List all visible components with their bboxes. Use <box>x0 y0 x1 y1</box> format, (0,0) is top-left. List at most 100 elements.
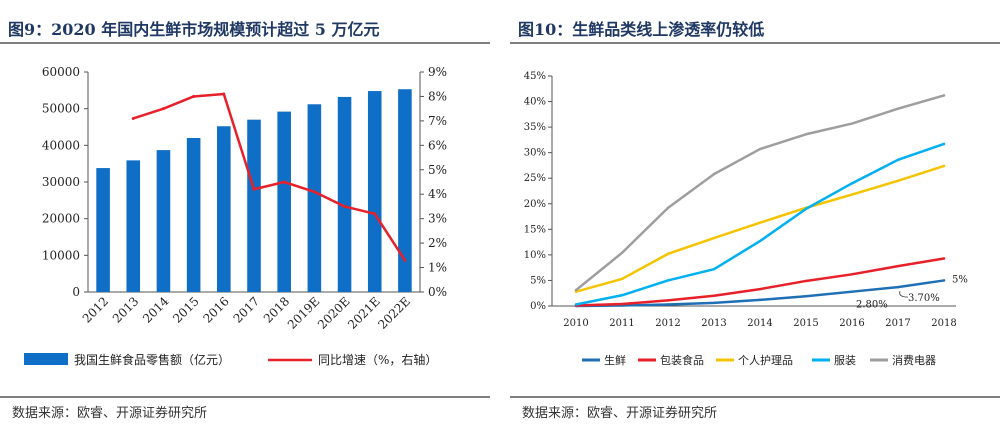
left-axis-tick-label: 60000 <box>42 65 80 79</box>
series-line <box>574 257 946 307</box>
series-point <box>712 268 716 271</box>
annotation-label: 2.80% <box>856 300 888 311</box>
growth-rate-point <box>343 204 347 208</box>
growth-rate-point <box>131 116 135 120</box>
series-point <box>758 147 762 151</box>
series-point <box>666 252 670 256</box>
series-point <box>666 299 670 302</box>
series-line <box>574 94 946 292</box>
series-point <box>850 193 854 196</box>
series-point <box>942 142 946 146</box>
series-point <box>712 301 716 305</box>
series-point <box>896 264 900 268</box>
right-axis-tick-label: 3% <box>428 212 447 226</box>
growth-rate-point <box>282 180 286 184</box>
right-axis-tick-label: 2% <box>428 236 447 250</box>
y-axis-tick-label: 10% <box>524 250 546 261</box>
right-axis-tick-label: 4% <box>428 187 447 201</box>
series-point <box>620 294 624 297</box>
legend-label: 个人护理品 <box>738 353 793 367</box>
bar <box>277 111 291 292</box>
left-axis-tick-label: 20000 <box>42 212 80 226</box>
right-axis-tick-label: 7% <box>428 114 447 128</box>
growth-rate-line <box>132 92 406 261</box>
title-divider <box>510 42 1000 44</box>
bar <box>96 168 110 292</box>
bar <box>398 89 412 292</box>
growth-rate-point <box>192 94 196 98</box>
right-axis-tick-label: 9% <box>428 65 447 79</box>
series-point <box>850 122 854 125</box>
y-axis-tick-label: 45% <box>524 71 546 82</box>
left-axis-tick-label: 50000 <box>42 102 80 116</box>
growth-rate-point <box>373 212 377 216</box>
series-point <box>896 179 900 182</box>
right-axis-tick-label: 1% <box>428 261 447 275</box>
growth-rate-point <box>222 92 226 96</box>
legend-swatch-bar <box>24 353 68 365</box>
series-point <box>758 298 762 302</box>
series-point <box>758 239 762 243</box>
bar <box>337 96 352 292</box>
y-axis-tick-label: 35% <box>524 122 546 133</box>
growth-rate-point <box>312 190 316 194</box>
series-point <box>666 206 670 210</box>
y-axis-tick-label: 5% <box>530 275 546 286</box>
growth-rate-point <box>252 187 256 191</box>
annotation-leader <box>899 290 909 298</box>
bar <box>367 91 382 292</box>
x-axis-tick-label: 2015 <box>170 294 201 325</box>
legend-label: 服装 <box>834 354 856 367</box>
x-axis-tick-label: 2011 <box>609 318 634 329</box>
bar <box>217 126 231 293</box>
series-point <box>758 221 762 224</box>
x-axis-tick-label: 2019E <box>285 294 323 332</box>
title-divider <box>0 42 490 44</box>
bar <box>307 104 322 292</box>
legend-label: 同比增速（%，右轴） <box>318 352 437 367</box>
x-axis-tick-label: 2012 <box>80 294 111 325</box>
series-point <box>620 251 624 255</box>
annotation-label: 3.70% <box>908 293 940 304</box>
x-axis-tick-label: 2012 <box>655 318 680 329</box>
chart-title: 图9：2020 年国内生鲜市场规模预计超过 5 万亿元 <box>8 20 380 39</box>
x-axis-tick-label: 2016 <box>200 294 231 325</box>
right-axis-tick-label: 5% <box>428 163 447 177</box>
bar <box>156 150 171 292</box>
series-point <box>942 257 946 260</box>
series-point <box>620 277 624 281</box>
legend-label: 我国生鲜食品零售额（亿元） <box>74 352 230 367</box>
x-axis-tick-label: 2015 <box>793 318 818 329</box>
source-note: 数据来源：欧睿、开源证券研究所 <box>12 406 208 421</box>
series-point <box>896 158 900 162</box>
bar <box>247 119 261 293</box>
bar <box>126 160 141 292</box>
left-axis-tick-label: 30000 <box>42 175 80 189</box>
series-point <box>574 303 578 306</box>
y-axis-tick-label: 20% <box>524 199 546 210</box>
series-point <box>804 207 808 211</box>
growth-rate-point <box>403 258 407 262</box>
series-point <box>666 279 670 282</box>
series-point <box>804 295 808 298</box>
x-axis-tick-label: 2016 <box>839 318 864 329</box>
growth-rate-point <box>161 107 165 111</box>
x-axis-tick-label: 2014 <box>140 294 172 326</box>
series-point <box>942 164 946 168</box>
chart-title: 图10：生鲜品类线上渗透率仍较低 <box>518 20 765 39</box>
right-axis-tick-label: 0% <box>428 285 447 299</box>
right-axis-tick-label: 8% <box>428 89 447 103</box>
series-point <box>942 279 946 282</box>
legend-label: 包装食品 <box>660 353 704 367</box>
left-axis-tick-label: 0 <box>72 285 80 299</box>
series-point <box>758 287 762 291</box>
series-point <box>850 273 854 276</box>
y-axis-tick-label: 30% <box>524 148 546 159</box>
series-point <box>896 107 900 110</box>
series-point <box>574 288 578 292</box>
right-axis-tick-label: 6% <box>428 138 447 152</box>
series-point <box>850 182 854 185</box>
legend-label: 生鲜 <box>604 353 626 367</box>
series-point <box>666 303 670 306</box>
series-point <box>896 285 900 289</box>
